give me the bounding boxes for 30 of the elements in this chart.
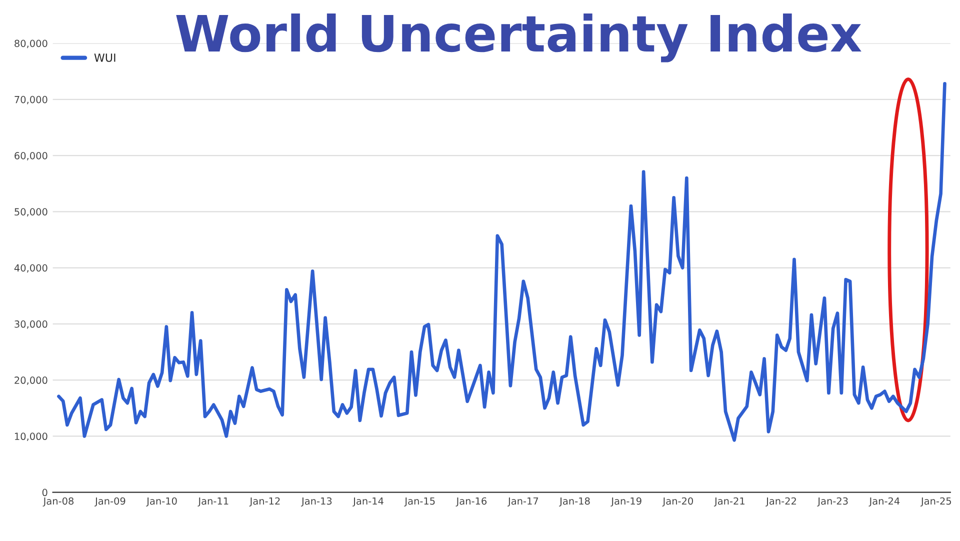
chart-title: World Uncertainty Index: [176, 13, 862, 62]
x-tick-label: Jan-19: [610, 497, 642, 507]
y-tick-label: 10,000: [14, 432, 48, 442]
x-tick-label: Jan-08: [42, 497, 74, 507]
x-tick-label: Jan-15: [404, 497, 435, 507]
x-tick-label: Jan-22: [766, 497, 796, 507]
x-tick-label: Jan-14: [352, 497, 384, 507]
x-tick-label: Jan-25: [920, 497, 951, 507]
x-tick-label: Jan-09: [94, 497, 126, 507]
x-tick-label: Jan-20: [662, 497, 693, 507]
x-tick-label: Jan-13: [301, 497, 332, 507]
x-tick-label: Jan-18: [559, 497, 590, 507]
x-tick-label: Jan-21: [714, 497, 744, 507]
x-tick-label: Jan-10: [146, 497, 177, 507]
y-tick-label: 70,000: [14, 96, 48, 104]
y-tick-label: 50,000: [14, 208, 48, 216]
y-tick-label: 30,000: [14, 320, 48, 329]
x-tick-label: Jan-23: [817, 497, 848, 507]
y-tick-label: 80,000: [14, 40, 48, 48]
x-tick-label: Jan-24: [868, 497, 900, 507]
legend-label: WUI: [94, 54, 116, 62]
line-series: [57, 82, 946, 442]
x-tick-label: Jan-11: [198, 497, 228, 507]
y-tick-label: 20,000: [14, 376, 48, 385]
x-tick-label: Jan-12: [249, 497, 280, 507]
x-tick-label: Jan-16: [456, 497, 487, 507]
y-tick-label: 40,000: [14, 264, 48, 273]
y-tick-label: 60,000: [14, 152, 48, 160]
x-tick-label: Jan-17: [508, 497, 538, 507]
y-tick-label: 0: [42, 488, 48, 496]
